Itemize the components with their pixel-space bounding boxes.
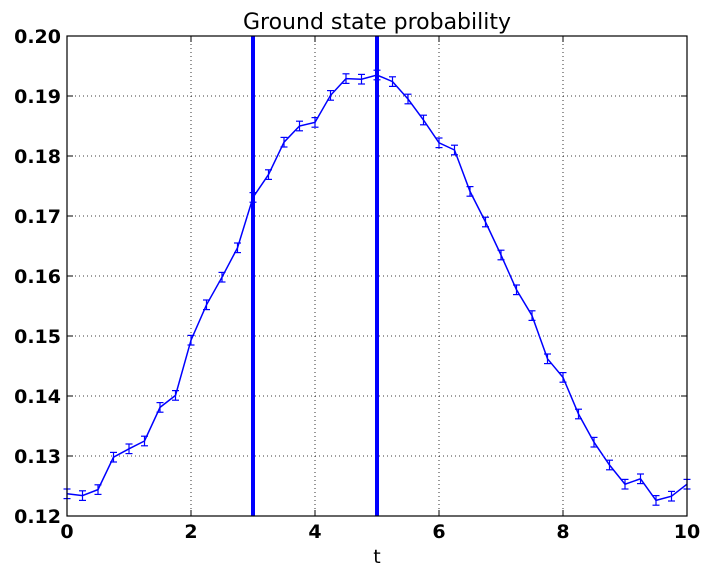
x-axis-label: t bbox=[373, 546, 380, 568]
y-tick-labels: 0.12 0.13 0.14 0.15 0.16 0.17 0.18 0.19 0.20 bbox=[14, 26, 61, 528]
x-tick-label: 0 bbox=[60, 521, 73, 543]
y-tick-label: 0.12 bbox=[14, 506, 61, 528]
y-tick-label: 0.20 bbox=[14, 26, 61, 48]
y-tick-label: 0.15 bbox=[14, 326, 61, 348]
vertical-lines bbox=[251, 36, 379, 516]
x-tick-labels: 0 2 4 6 8 10 bbox=[60, 521, 700, 543]
y-tick-label: 0.14 bbox=[14, 386, 61, 408]
y-tick-label: 0.16 bbox=[14, 266, 61, 288]
y-tick-label: 0.18 bbox=[14, 146, 61, 168]
grid bbox=[67, 36, 687, 516]
x-tick-label: 2 bbox=[184, 521, 197, 543]
x-tick-label: 4 bbox=[308, 521, 321, 543]
error-bars bbox=[63, 69, 691, 506]
chart-title: Ground state probability bbox=[243, 10, 511, 35]
x-tick-label: 10 bbox=[674, 521, 700, 543]
x-tick-label: 6 bbox=[432, 521, 445, 543]
y-tick-label: 0.13 bbox=[14, 446, 61, 468]
y-tick-label: 0.17 bbox=[14, 206, 61, 228]
axis-ticks bbox=[66, 35, 688, 517]
y-tick-label: 0.19 bbox=[14, 86, 61, 108]
x-tick-label: 8 bbox=[556, 521, 569, 543]
